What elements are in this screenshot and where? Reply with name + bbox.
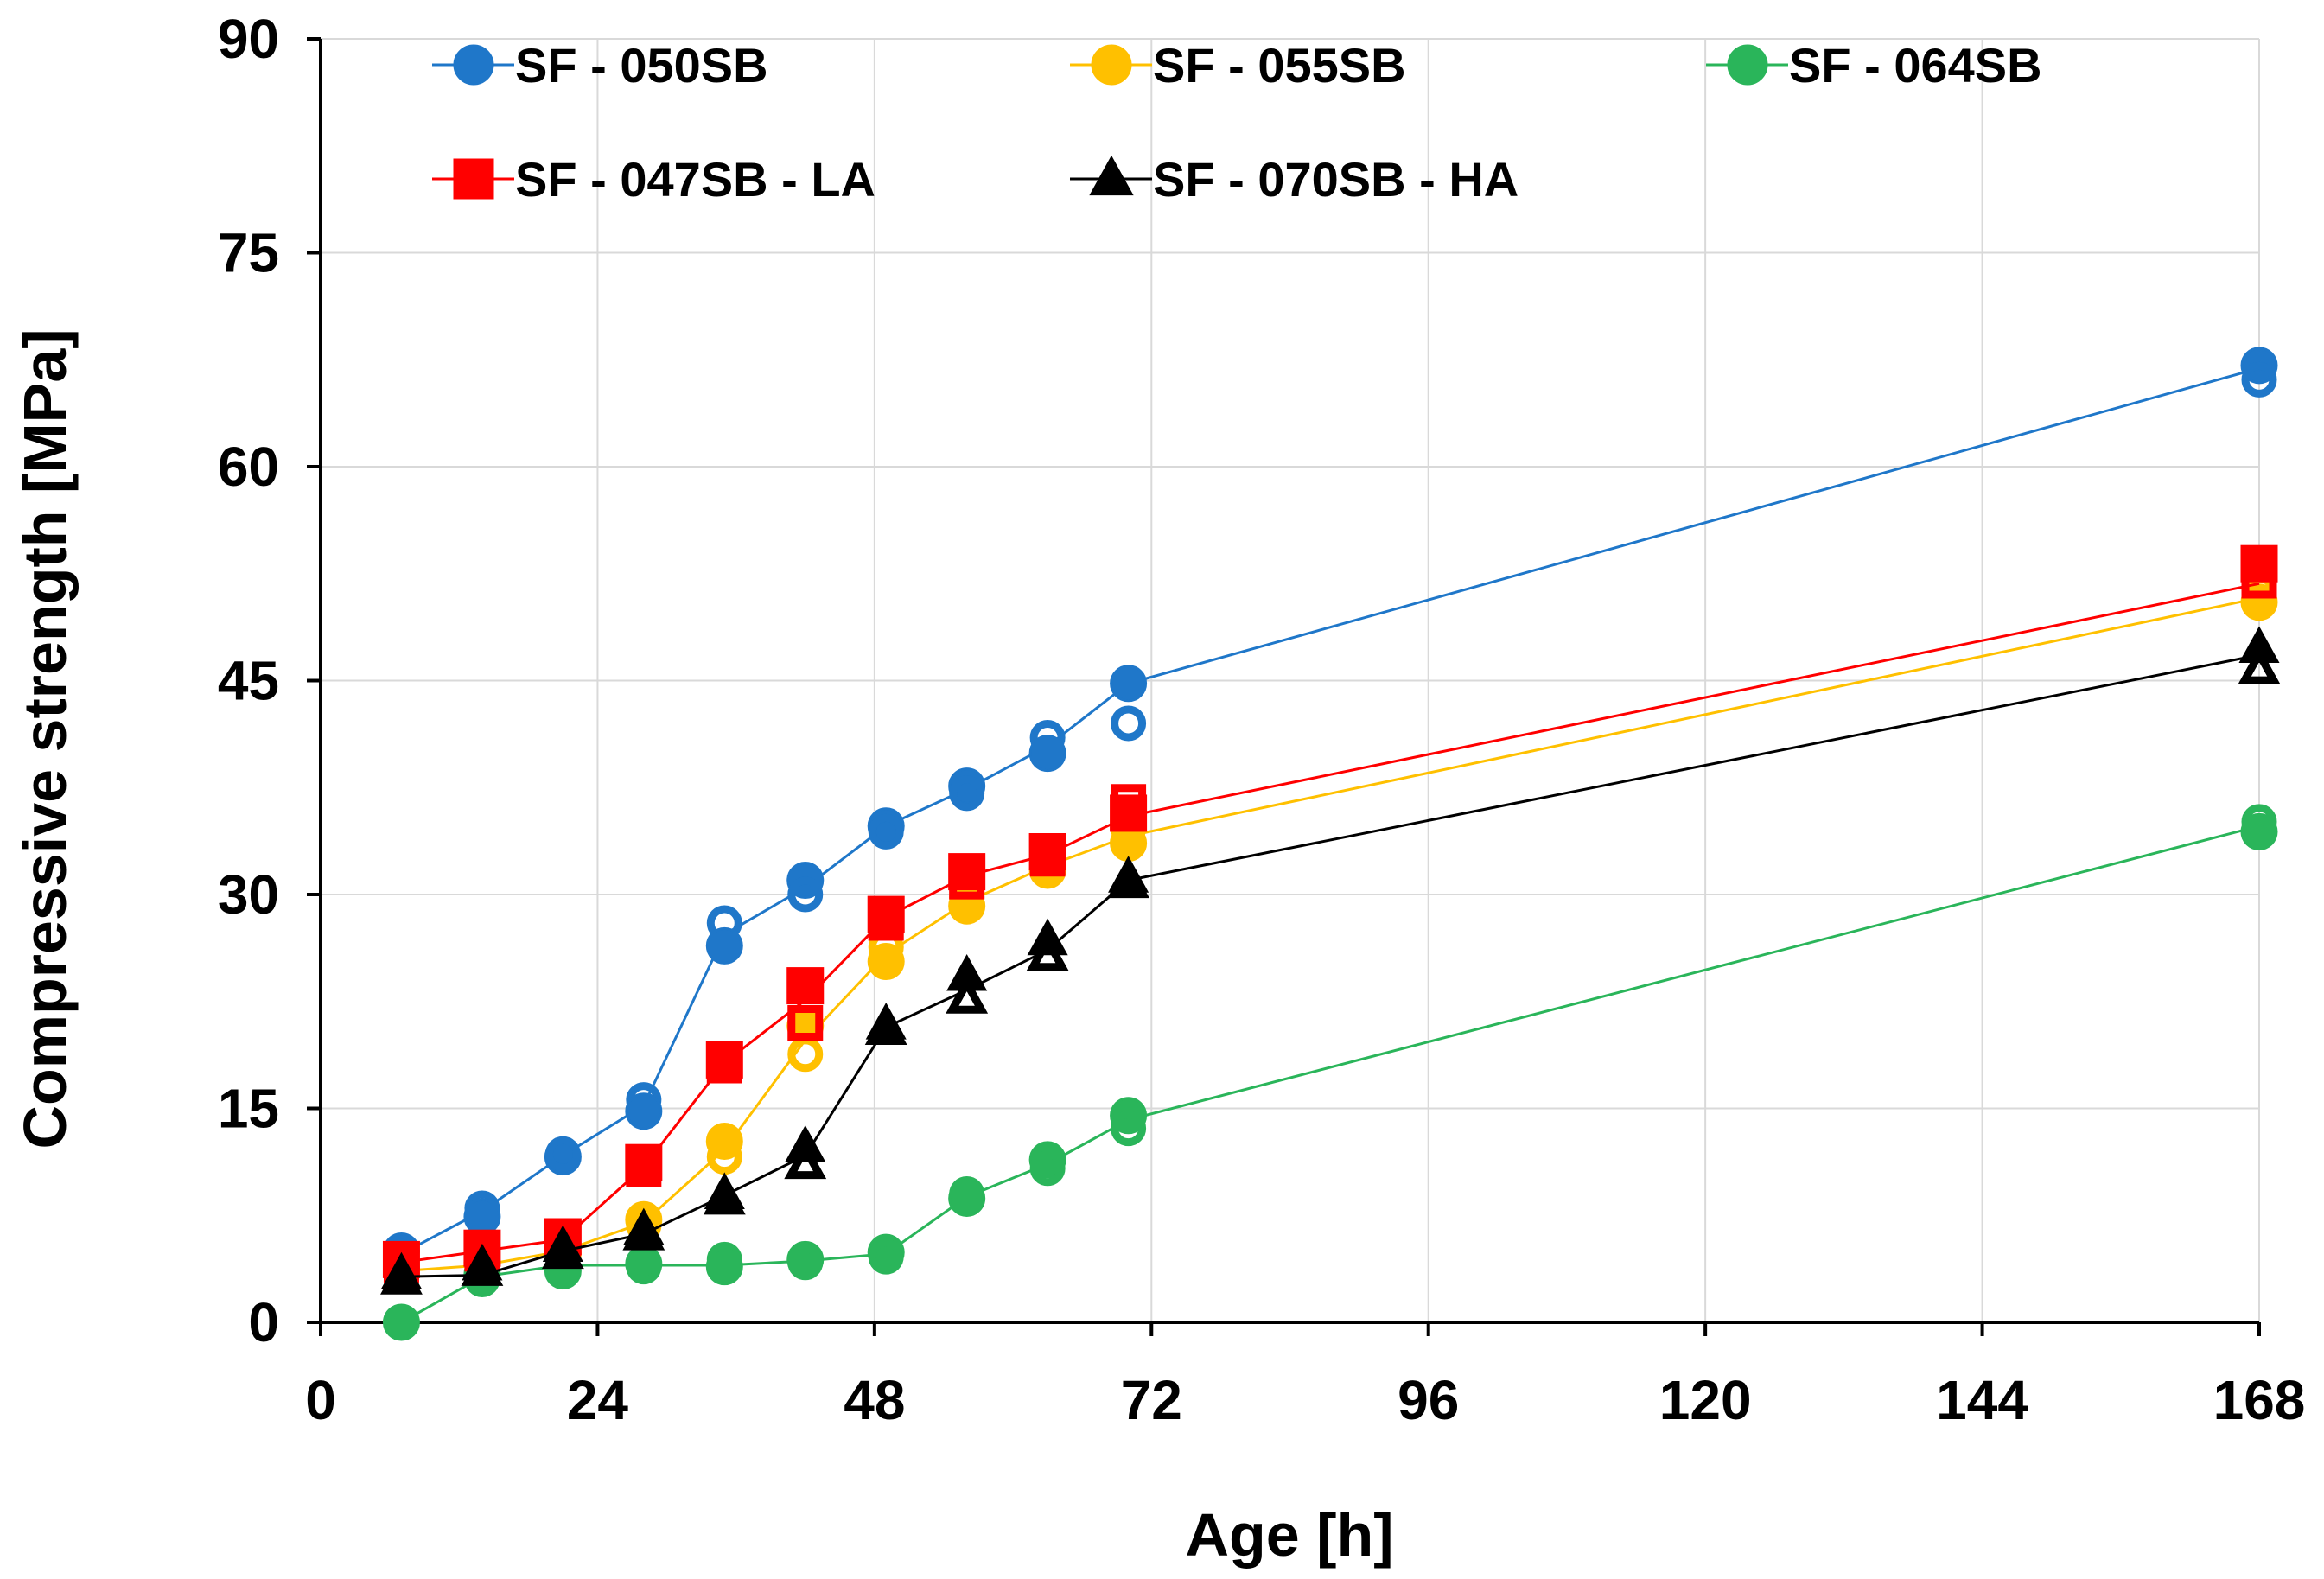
data-point (1028, 735, 1066, 773)
data-point (1111, 1111, 1147, 1147)
legend-label: SF - 070SB - HA (1153, 152, 1519, 207)
y-tick-label: 30 (218, 863, 279, 926)
series-line (401, 582, 2260, 1264)
data-point (706, 1139, 742, 1175)
x-axis-title: Age [h] (1185, 1501, 1393, 1569)
data-point (703, 1176, 746, 1215)
y-axis-title: Compressive strength [MPa] (11, 328, 79, 1149)
x-tick-label: 96 (1398, 1369, 1459, 1431)
data-point (948, 1179, 986, 1217)
data-point (380, 1256, 423, 1295)
data-point (706, 1047, 742, 1084)
data-point (1111, 705, 1147, 742)
data-point (949, 775, 985, 812)
data-point (2240, 812, 2278, 850)
y-tick-label: 0 (248, 1291, 279, 1353)
series-1 (382, 574, 2278, 1292)
data-point (463, 1198, 501, 1236)
data-point (787, 1245, 824, 1281)
data-point (1029, 1150, 1066, 1187)
data-point (2241, 361, 2277, 398)
legend-label: SF - 064SB (1789, 38, 2042, 92)
data-point (946, 975, 989, 1014)
legend-label: SF - 050SB (515, 38, 768, 92)
data-point (949, 863, 985, 900)
x-tick-label: 72 (1121, 1369, 1182, 1431)
data-point (541, 1230, 584, 1270)
grid-lines (321, 38, 2260, 1322)
series-4 (380, 626, 2281, 1295)
data-point (787, 876, 824, 913)
data-point (705, 926, 743, 965)
y-tick-label: 60 (218, 436, 279, 498)
legend-item: SF - 064SB (1706, 38, 2042, 92)
legend: SF - 050SB SF - 055SB SF - 064SB SF - 047SB… (432, 38, 2042, 207)
legend-marker (453, 44, 494, 86)
data-point (626, 1151, 662, 1187)
series-line (401, 596, 2260, 1273)
data-point (1026, 933, 1069, 971)
legend-label: SF - 055SB (1153, 38, 1406, 92)
series-0 (382, 347, 2278, 1275)
y-tick-label: 75 (218, 222, 279, 284)
data-point (864, 1006, 907, 1046)
legend-item: SF - 070SB - HA (1070, 152, 1519, 207)
data-point (786, 967, 825, 1005)
data-point (2241, 563, 2277, 599)
series-2 (382, 804, 2278, 1341)
series-line (400, 825, 2260, 1324)
legend-item: SF - 055SB (1070, 38, 1406, 92)
data-series (380, 347, 2281, 1341)
data-point (1028, 1141, 1066, 1179)
legend-marker (1727, 44, 1768, 86)
x-tick-label: 120 (1659, 1369, 1752, 1431)
data-point (544, 1136, 581, 1172)
legend-marker (1089, 155, 1134, 196)
data-point (2238, 646, 2281, 684)
data-point (787, 1005, 824, 1041)
data-point (1107, 859, 1150, 899)
data-point (868, 1238, 904, 1275)
legend-item: SF - 047SB - LA (432, 152, 875, 207)
x-tick-label: 24 (567, 1369, 629, 1431)
x-tick-label: 144 (1936, 1369, 2028, 1431)
series-line (401, 653, 2260, 1278)
data-point (461, 1247, 504, 1286)
data-point (868, 813, 904, 850)
y-tick-label: 45 (218, 650, 279, 712)
legend-item: SF - 050SB (432, 38, 768, 92)
data-point (625, 1092, 663, 1130)
data-point (867, 943, 905, 981)
data-point (622, 1212, 665, 1251)
legend-label: SF - 047SB - LA (515, 152, 875, 207)
data-point (868, 905, 904, 941)
data-point (705, 1248, 743, 1286)
legend-marker (1091, 44, 1132, 86)
data-point (1110, 665, 1148, 703)
y-tick-label: 15 (218, 1078, 279, 1140)
data-point (1029, 841, 1066, 877)
series-3 (382, 544, 2278, 1283)
x-tick-label: 0 (305, 1369, 336, 1431)
data-point (1110, 794, 1148, 832)
data-point (626, 1249, 662, 1285)
axis-ticks: 0 15 30 45 60 75 90 0 24 48 72 96 120 144 168 (218, 8, 2306, 1431)
legend-marker (453, 158, 494, 200)
data-point (382, 1303, 420, 1341)
x-tick-label: 168 (2213, 1369, 2306, 1431)
x-tick-label: 48 (844, 1369, 905, 1431)
y-tick-label: 90 (218, 8, 279, 70)
data-point (784, 1140, 827, 1180)
